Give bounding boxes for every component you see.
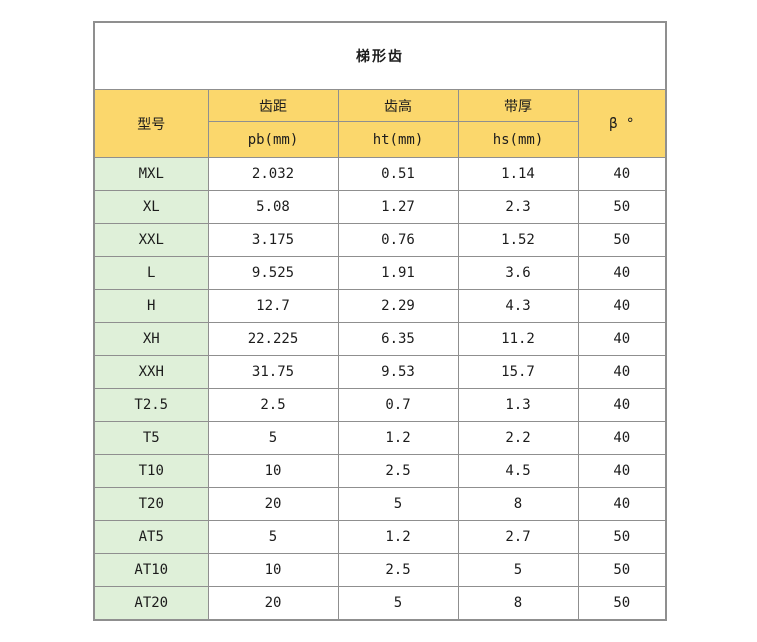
cell-model: XXH	[93, 355, 209, 389]
cell-hs: 3.6	[457, 256, 579, 290]
cell-model: XL	[93, 190, 209, 224]
cell-model: H	[93, 289, 209, 323]
cell-pb: 22.225	[207, 322, 339, 356]
cell-hs: 5	[457, 553, 579, 587]
cell-pb: 5	[207, 520, 339, 554]
cell-pb: 20	[207, 586, 339, 621]
cell-pb: 2.032	[207, 157, 339, 191]
cell-pb: 10	[207, 553, 339, 587]
table-row: H 12.7 2.29 4.3 40	[93, 289, 667, 323]
table-row: XL 5.08 1.27 2.3 50	[93, 190, 667, 224]
cell-ht: 0.51	[337, 157, 459, 191]
cell-model: AT10	[93, 553, 209, 587]
table-row: MXL 2.032 0.51 1.14 40	[93, 157, 667, 191]
trapezoidal-tooth-table: 梯形齿 型号 齿距 齿高 带厚 β ° pb(mm) ht(mm) hs(mm)…	[93, 21, 667, 621]
cell-hs: 1.52	[457, 223, 579, 257]
cell-ht: 6.35	[337, 322, 459, 356]
cell-model: T5	[93, 421, 209, 455]
col-header-model: 型号	[93, 89, 209, 158]
table-row: T2.5 2.5 0.7 1.3 40	[93, 388, 667, 422]
cell-hs: 1.3	[457, 388, 579, 422]
cell-beta: 40	[577, 388, 667, 422]
title-row: 梯形齿	[93, 21, 667, 90]
header-row-main: 型号 齿距 齿高 带厚 β °	[93, 89, 667, 158]
cell-beta: 50	[577, 520, 667, 554]
col-header-beta: β °	[577, 89, 667, 158]
cell-pb: 2.5	[207, 388, 339, 422]
cell-ht: 0.7	[337, 388, 459, 422]
cell-hs: 15.7	[457, 355, 579, 389]
col-header-pitch: 齿距	[207, 89, 339, 122]
cell-ht: 1.27	[337, 190, 459, 224]
cell-hs: 1.14	[457, 157, 579, 191]
cell-pb: 5.08	[207, 190, 339, 224]
cell-hs: 11.2	[457, 322, 579, 356]
cell-beta: 40	[577, 421, 667, 455]
cell-ht: 2.5	[337, 454, 459, 488]
col-subheader-pb: pb(mm)	[207, 121, 339, 158]
table-row: XXH 31.75 9.53 15.7 40	[93, 355, 667, 389]
cell-ht: 1.91	[337, 256, 459, 290]
cell-pb: 9.525	[207, 256, 339, 290]
cell-hs: 2.3	[457, 190, 579, 224]
cell-pb: 20	[207, 487, 339, 521]
cell-model: T2.5	[93, 388, 209, 422]
cell-ht: 1.2	[337, 421, 459, 455]
cell-hs: 2.2	[457, 421, 579, 455]
cell-ht: 5	[337, 586, 459, 621]
col-header-tooth-height: 齿高	[337, 89, 459, 122]
cell-beta: 40	[577, 289, 667, 323]
table-row: T5 5 1.2 2.2 40	[93, 421, 667, 455]
cell-model: AT5	[93, 520, 209, 554]
cell-ht: 2.29	[337, 289, 459, 323]
table-row: L 9.525 1.91 3.6 40	[93, 256, 667, 290]
cell-pb: 31.75	[207, 355, 339, 389]
cell-beta: 40	[577, 322, 667, 356]
cell-model: T10	[93, 454, 209, 488]
cell-pb: 5	[207, 421, 339, 455]
table-row: AT20 20 5 8 50	[93, 586, 667, 621]
cell-beta: 40	[577, 157, 667, 191]
cell-beta: 50	[577, 190, 667, 224]
header-row-sub: pb(mm) ht(mm) hs(mm)	[94, 121, 666, 158]
cell-model: MXL	[93, 157, 209, 191]
cell-beta: 40	[577, 487, 667, 521]
table-row: T20 20 5 8 40	[93, 487, 667, 521]
table-row: AT5 5 1.2 2.7 50	[93, 520, 667, 554]
cell-ht: 9.53	[337, 355, 459, 389]
cell-beta: 40	[577, 454, 667, 488]
cell-beta: 50	[577, 586, 667, 621]
cell-hs: 4.3	[457, 289, 579, 323]
cell-model: T20	[93, 487, 209, 521]
cell-pb: 3.175	[207, 223, 339, 257]
cell-beta: 50	[577, 223, 667, 257]
col-header-belt-thickness: 带厚	[457, 89, 579, 122]
cell-ht: 2.5	[337, 553, 459, 587]
cell-model: XXL	[93, 223, 209, 257]
cell-hs: 8	[457, 586, 579, 621]
cell-ht: 1.2	[337, 520, 459, 554]
cell-beta: 40	[577, 256, 667, 290]
cell-beta: 50	[577, 553, 667, 587]
cell-ht: 0.76	[337, 223, 459, 257]
table-row: XH 22.225 6.35 11.2 40	[93, 322, 667, 356]
cell-hs: 2.7	[457, 520, 579, 554]
cell-hs: 4.5	[457, 454, 579, 488]
table-row: T10 10 2.5 4.5 40	[93, 454, 667, 488]
cell-pb: 12.7	[207, 289, 339, 323]
spec-table-container: 梯形齿 型号 齿距 齿高 带厚 β ° pb(mm) ht(mm) hs(mm)…	[93, 21, 667, 621]
table-row: AT10 10 2.5 5 50	[93, 553, 667, 587]
cell-pb: 10	[207, 454, 339, 488]
cell-model: XH	[93, 322, 209, 356]
col-subheader-ht: ht(mm)	[337, 121, 459, 158]
table-row: XXL 3.175 0.76 1.52 50	[93, 223, 667, 257]
table-title: 梯形齿	[93, 21, 667, 90]
cell-model: L	[93, 256, 209, 290]
cell-beta: 40	[577, 355, 667, 389]
cell-hs: 8	[457, 487, 579, 521]
col-subheader-hs: hs(mm)	[457, 121, 579, 158]
cell-ht: 5	[337, 487, 459, 521]
cell-model: AT20	[93, 586, 209, 621]
